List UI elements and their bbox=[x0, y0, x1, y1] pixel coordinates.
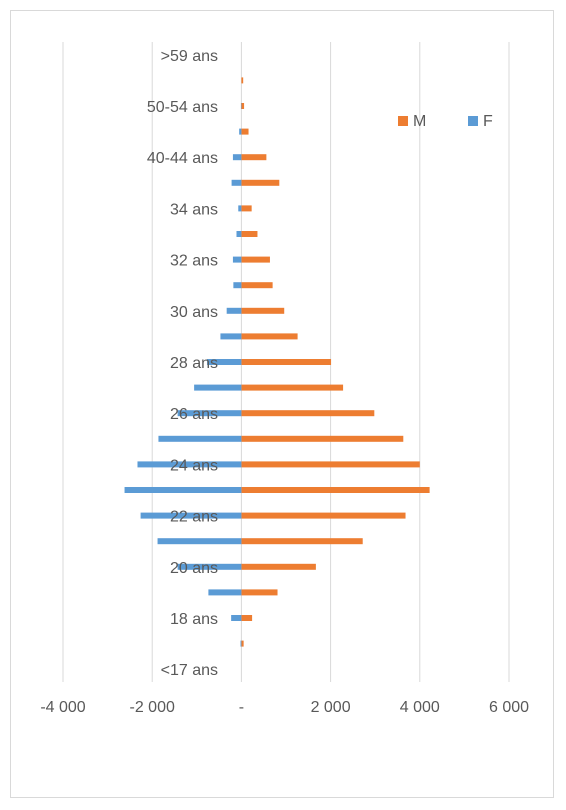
bar-M bbox=[241, 410, 375, 417]
bar-F bbox=[220, 333, 242, 340]
category-label: 22 ans bbox=[170, 509, 218, 526]
x-tick-label: -4 000 bbox=[40, 699, 85, 716]
legend-swatch-M bbox=[398, 116, 408, 126]
x-tick-label: -2 000 bbox=[130, 699, 175, 716]
bar-F bbox=[177, 563, 242, 570]
bar-M bbox=[241, 538, 363, 545]
bar-M bbox=[241, 179, 280, 186]
bar-F bbox=[207, 359, 242, 365]
bar-M bbox=[241, 103, 245, 109]
bar-M bbox=[241, 487, 430, 493]
bar-M bbox=[241, 359, 332, 365]
bar-F bbox=[238, 205, 242, 212]
bar-M bbox=[241, 231, 258, 237]
bar-F bbox=[158, 435, 242, 442]
legend-label-M: M bbox=[413, 113, 426, 130]
bar-F bbox=[194, 384, 242, 391]
bar-F bbox=[124, 487, 242, 493]
category-label: 26 ans bbox=[170, 406, 218, 423]
bar-F bbox=[232, 256, 242, 263]
bar-M bbox=[241, 128, 249, 135]
category-label: 20 ans bbox=[170, 560, 218, 577]
x-tick-label: 4 000 bbox=[400, 699, 440, 716]
chart-frame bbox=[10, 10, 554, 798]
bar-M bbox=[241, 384, 344, 391]
bar-M bbox=[241, 589, 278, 596]
bar-M bbox=[241, 461, 420, 468]
bar-F bbox=[231, 179, 242, 186]
bar-M bbox=[241, 512, 406, 519]
bar-M bbox=[241, 154, 267, 161]
bar-M bbox=[241, 282, 273, 289]
bar-M bbox=[241, 563, 316, 570]
category-label: >59 ans bbox=[161, 48, 218, 65]
bar-F bbox=[140, 512, 242, 519]
bar-F bbox=[236, 231, 242, 237]
category-label: <17 ans bbox=[161, 662, 218, 679]
bar-M bbox=[241, 77, 244, 84]
bar-M bbox=[241, 640, 244, 647]
bar-F bbox=[233, 282, 242, 289]
bar-F bbox=[208, 589, 242, 596]
bar-F bbox=[240, 640, 242, 647]
bar-M bbox=[241, 333, 298, 340]
bar-F bbox=[226, 307, 242, 314]
category-label: 32 ans bbox=[170, 253, 218, 270]
bar-M bbox=[241, 307, 285, 314]
x-tick-label: - bbox=[239, 699, 244, 716]
bar-F bbox=[157, 538, 242, 545]
bar-F bbox=[231, 615, 242, 621]
bar-F bbox=[137, 461, 242, 468]
category-label: 24 ans bbox=[170, 457, 218, 474]
bar-F bbox=[232, 154, 242, 161]
x-tick-label: 2 000 bbox=[311, 699, 351, 716]
category-label: 30 ans bbox=[170, 304, 218, 321]
legend-label-F: F bbox=[483, 113, 493, 130]
bar-M bbox=[241, 256, 270, 263]
bar-M bbox=[241, 435, 404, 442]
bar-F bbox=[177, 410, 242, 417]
category-label: 18 ans bbox=[170, 611, 218, 628]
category-label: 34 ans bbox=[170, 201, 218, 218]
category-label: 28 ans bbox=[170, 355, 218, 372]
bar-M bbox=[241, 615, 253, 621]
bar-M bbox=[241, 205, 252, 212]
category-label: 40-44 ans bbox=[147, 150, 218, 167]
x-tick-label: 6 000 bbox=[489, 699, 529, 716]
category-label: 50-54 ans bbox=[147, 99, 218, 116]
bar-F bbox=[239, 128, 242, 135]
legend-swatch-F bbox=[468, 116, 478, 126]
